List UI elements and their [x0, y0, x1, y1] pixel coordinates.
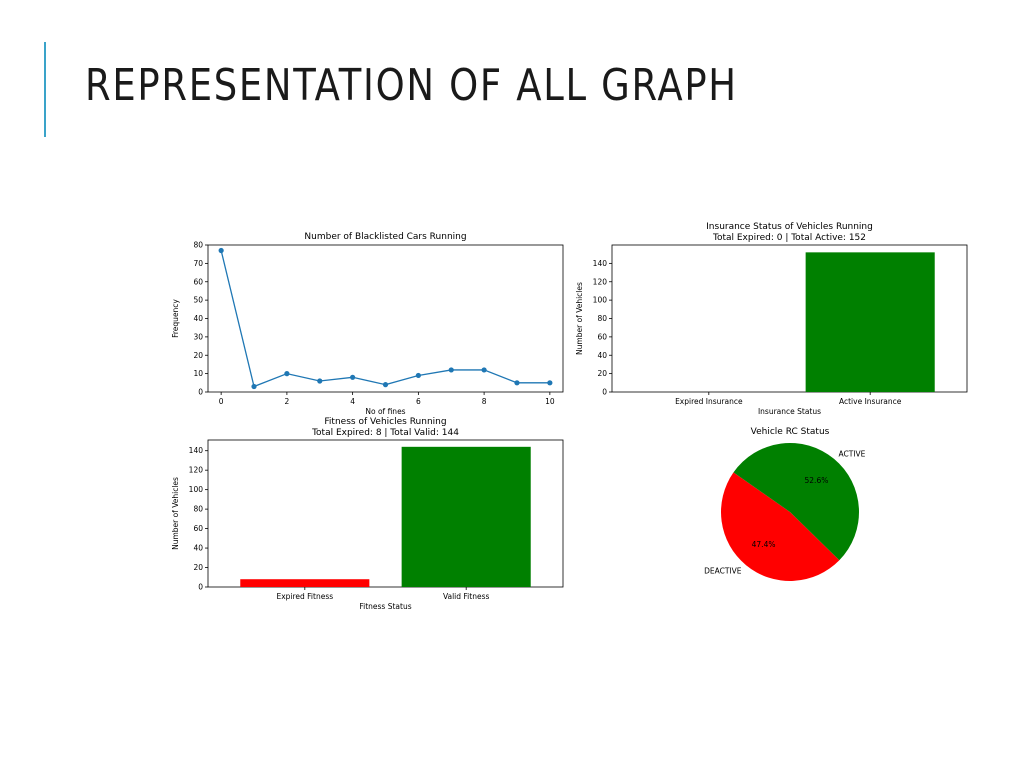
x-axis-label: Fitness Status [359, 602, 411, 611]
y-tick-label: 0 [198, 388, 203, 397]
y-axis-label: Frequency [171, 299, 180, 338]
data-point [382, 382, 389, 388]
x-tick-label: 2 [284, 397, 289, 406]
bar-valid-fitness [401, 446, 531, 587]
y-tick-label: 40 [193, 544, 203, 553]
pie-pct-label: 47.4% [752, 540, 776, 549]
data-point [218, 247, 224, 254]
data-point [350, 374, 356, 380]
x-tick-label: Valid Fitness [443, 592, 490, 601]
y-tick-label: 60 [193, 524, 203, 533]
x-tick-label: Expired Insurance [675, 397, 743, 406]
y-tick-label: 0 [198, 583, 203, 592]
y-axis-label: Number of Vehicles [575, 282, 584, 355]
y-tick-label: 60 [597, 332, 607, 341]
x-tick-label: 6 [416, 397, 421, 406]
slide-title: REPRESENTATION OF ALL GRAPH [85, 60, 738, 111]
x-tick-label: 8 [482, 397, 487, 406]
blacklist-chart-frame [207, 244, 564, 393]
pie-slice-deactive [721, 472, 840, 582]
y-tick-label: 40 [597, 351, 607, 360]
y-tick-label: 80 [597, 314, 607, 323]
x-tick-label: 10 [545, 397, 555, 406]
chart-title: Number of Blacklisted Cars Running [304, 232, 466, 242]
title-accent-bar [44, 42, 46, 137]
y-tick-label: 40 [193, 314, 203, 323]
bar-expired-fitness [240, 579, 370, 587]
bar-chart-2-frame [207, 439, 564, 588]
y-tick-label: 20 [597, 369, 607, 378]
pie-pct-label: 52.6% [805, 476, 829, 485]
x-tick-label: Expired Fitness [276, 592, 333, 601]
x-tick-label: 0 [219, 397, 224, 406]
y-tick-label: 60 [193, 277, 203, 286]
data-point [547, 380, 553, 386]
y-tick-label: 30 [193, 332, 203, 341]
chart-title: Vehicle RC Status [751, 427, 830, 437]
y-tick-label: 20 [193, 351, 203, 360]
y-tick-label: 0 [602, 388, 607, 397]
chart-subtitle: Total Expired: 8 | Total Valid: 144 [311, 428, 459, 438]
y-tick-label: 10 [193, 369, 203, 378]
y-tick-label: 80 [193, 505, 203, 514]
y-axis-label: Number of Vehicles [171, 477, 180, 550]
chart-subtitle: Total Expired: 0 | Total Active: 152 [712, 233, 866, 243]
x-axis-label: Insurance Status [758, 407, 821, 416]
y-tick-label: 140 [593, 259, 608, 268]
y-tick-label: 20 [193, 563, 203, 572]
y-tick-label: 50 [193, 296, 203, 305]
data-point [284, 371, 290, 377]
chart-title: Insurance Status of Vehicles Running [706, 222, 873, 232]
y-tick-label: 70 [193, 259, 203, 268]
x-axis-label: No of fines [365, 407, 405, 416]
x-tick-label: 4 [350, 397, 355, 406]
y-tick-label: 120 [189, 466, 204, 475]
pie-label: ACTIVE [838, 450, 865, 459]
pie-label: DEACTIVE [704, 566, 742, 575]
pie-slice-active [733, 443, 859, 561]
charts-svg: Number of Blacklisted Cars Running010203… [171, 222, 968, 611]
x-tick-label: Active Insurance [839, 397, 902, 406]
data-point [514, 380, 520, 386]
y-tick-label: 140 [189, 446, 204, 455]
data-point [481, 367, 487, 373]
data-point [317, 378, 323, 384]
y-tick-label: 100 [189, 485, 204, 494]
y-tick-label: 100 [593, 296, 608, 305]
data-point [415, 372, 421, 379]
bar-active-insurance [805, 252, 935, 392]
charts-figure: Number of Blacklisted Cars Running 0 10 20 3… [160, 215, 980, 620]
data-point [251, 383, 257, 390]
y-tick-label: 120 [593, 277, 608, 286]
data-point [448, 367, 454, 373]
y-tick-label: 80 [193, 241, 203, 250]
series-line [220, 250, 550, 388]
chart-title: Fitness of Vehicles Running [324, 417, 446, 427]
